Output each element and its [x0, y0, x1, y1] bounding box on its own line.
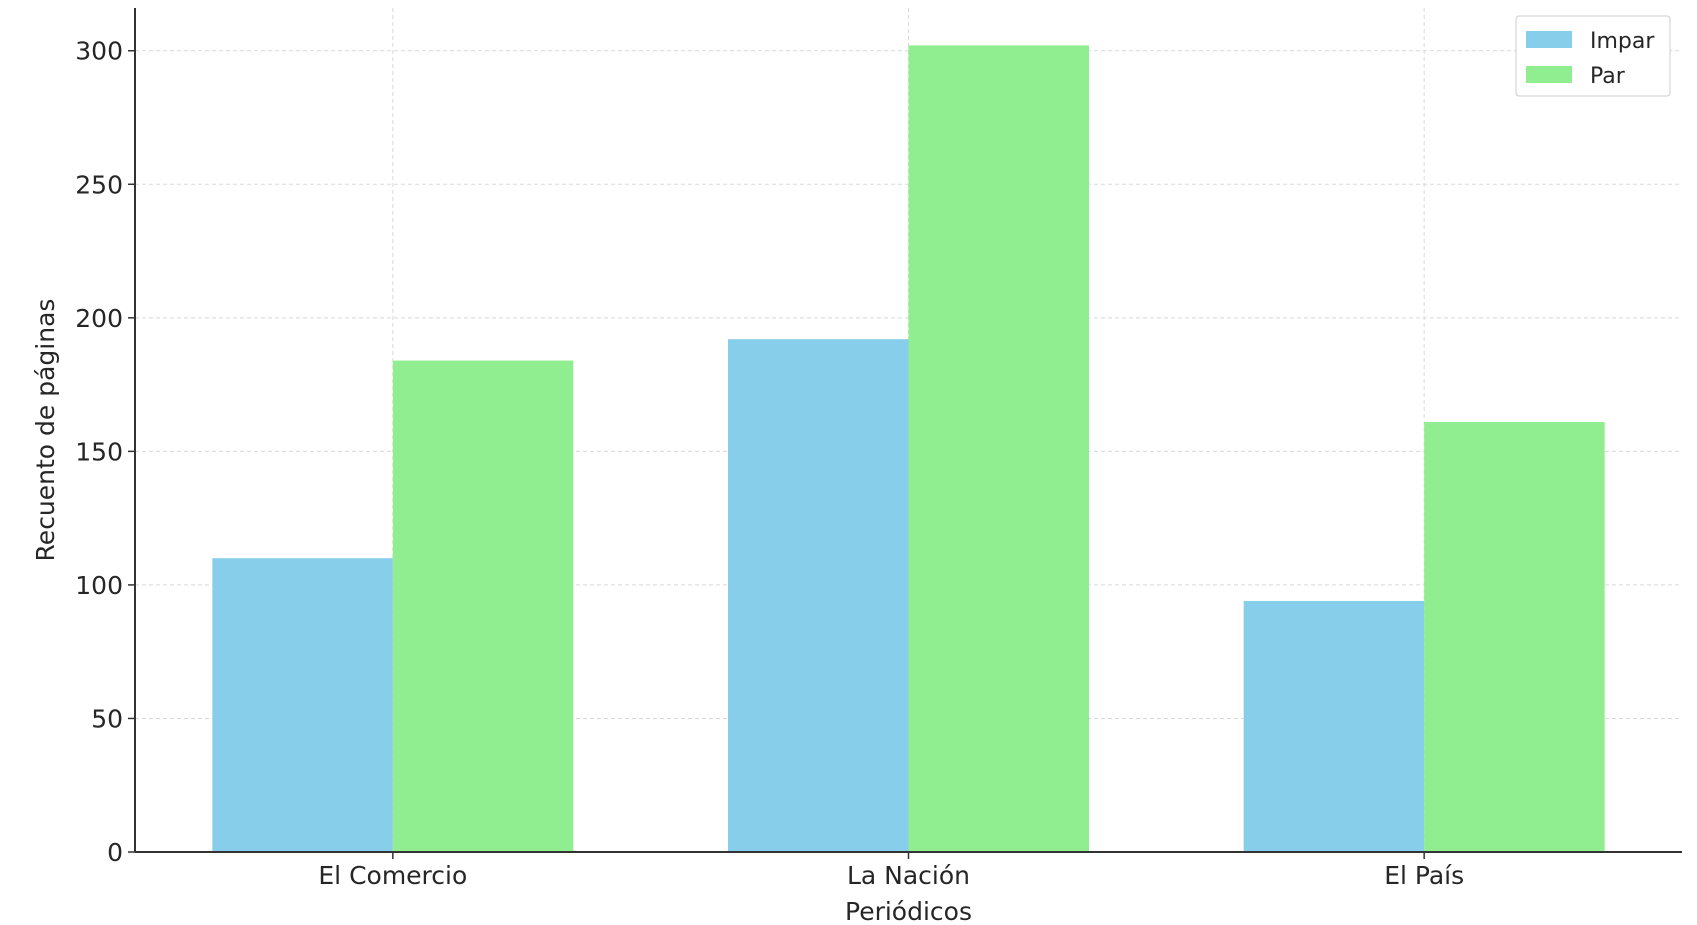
legend: Impar Par — [1515, 15, 1671, 97]
x-tick-label: El Comercio — [318, 861, 467, 890]
y-tick-label: 200 — [75, 304, 123, 333]
bar-impar-0 — [212, 558, 393, 852]
bars — [212, 45, 1605, 853]
legend-label-impar: Impar — [1590, 29, 1655, 54]
legend-swatch-impar — [1526, 31, 1572, 48]
x-tick-label: La Nación — [847, 861, 970, 890]
y-tick-label: 100 — [75, 571, 123, 600]
bar-par-2 — [1424, 421, 1605, 852]
y-tick-label: 50 — [91, 704, 123, 733]
bar-impar-1 — [728, 339, 909, 852]
bar-par-1 — [908, 45, 1089, 853]
bar-impar-2 — [1243, 600, 1425, 852]
bar-par-0 — [392, 360, 574, 852]
legend-label-par: Par — [1590, 64, 1626, 89]
y-tick-label: 150 — [75, 437, 123, 466]
y-tick-label: 0 — [107, 838, 123, 867]
y-tick-label: 250 — [75, 170, 123, 199]
legend-swatch-par — [1526, 66, 1572, 83]
x-tick-labels: El Comercio La Nación El País — [318, 852, 1464, 890]
y-tick-label: 300 — [75, 37, 123, 66]
y-tick-labels: 0 50 100 150 200 250 300 — [75, 37, 135, 867]
x-axis-title: Periódicos — [845, 897, 972, 925]
x-tick-label: El País — [1384, 861, 1464, 890]
y-axis-title: Recuento de páginas — [31, 299, 60, 562]
